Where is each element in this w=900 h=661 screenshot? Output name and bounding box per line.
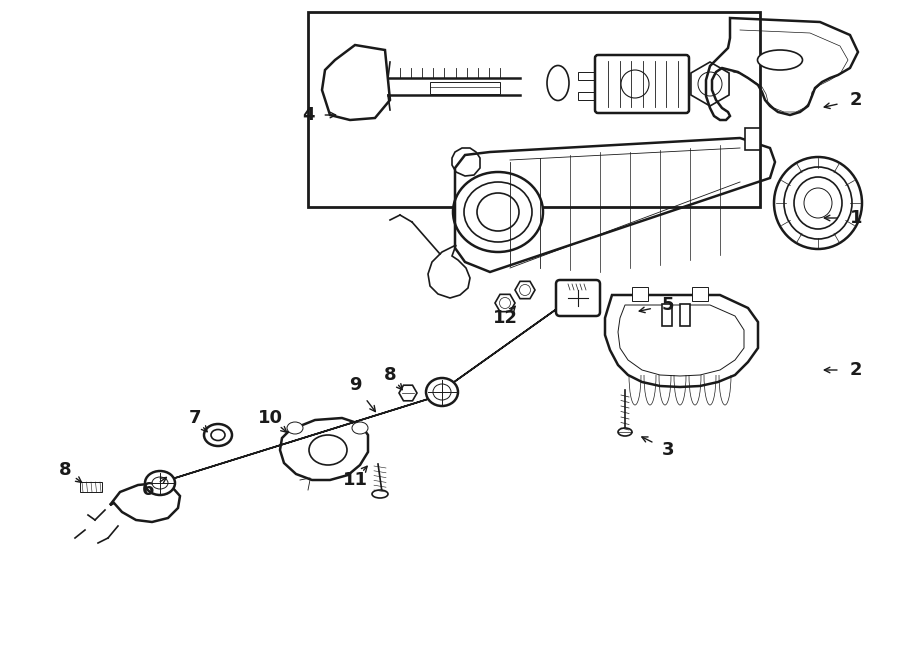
Text: 2: 2 [850, 91, 862, 109]
Ellipse shape [464, 182, 532, 242]
Text: 11: 11 [343, 471, 367, 489]
Ellipse shape [453, 172, 543, 252]
Text: 8: 8 [383, 366, 396, 384]
Ellipse shape [152, 477, 168, 489]
Text: 2: 2 [850, 361, 862, 379]
Bar [745, 128, 760, 150]
Ellipse shape [145, 471, 175, 495]
Text: 12: 12 [492, 309, 517, 327]
Bar [680, 304, 690, 326]
FancyBboxPatch shape [556, 280, 600, 316]
Text: 10: 10 [257, 409, 283, 427]
Bar [692, 287, 708, 301]
Ellipse shape [618, 428, 632, 436]
Ellipse shape [204, 424, 232, 446]
Ellipse shape [352, 422, 368, 434]
Ellipse shape [426, 378, 458, 406]
Text: 4: 4 [302, 106, 314, 124]
Ellipse shape [477, 193, 519, 231]
Ellipse shape [547, 65, 569, 100]
Bar [662, 304, 672, 326]
Bar [308, 12, 760, 207]
Bar [578, 92, 596, 100]
Ellipse shape [372, 490, 388, 498]
Text: 9: 9 [349, 376, 361, 394]
Text: 8: 8 [58, 461, 71, 479]
Ellipse shape [784, 167, 852, 239]
Ellipse shape [309, 435, 347, 465]
FancyBboxPatch shape [595, 55, 689, 113]
Text: 1: 1 [850, 209, 862, 227]
Ellipse shape [794, 177, 842, 229]
Bar [632, 287, 648, 301]
Ellipse shape [433, 384, 451, 400]
Ellipse shape [804, 188, 832, 218]
Ellipse shape [211, 430, 225, 440]
Text: 7: 7 [189, 409, 202, 427]
Ellipse shape [758, 50, 803, 70]
Text: 3: 3 [662, 441, 674, 459]
Bar [578, 72, 596, 80]
Bar [430, 82, 500, 94]
Ellipse shape [774, 157, 862, 249]
Text: 5: 5 [662, 296, 674, 314]
Text: 6: 6 [142, 481, 154, 499]
Ellipse shape [287, 422, 303, 434]
